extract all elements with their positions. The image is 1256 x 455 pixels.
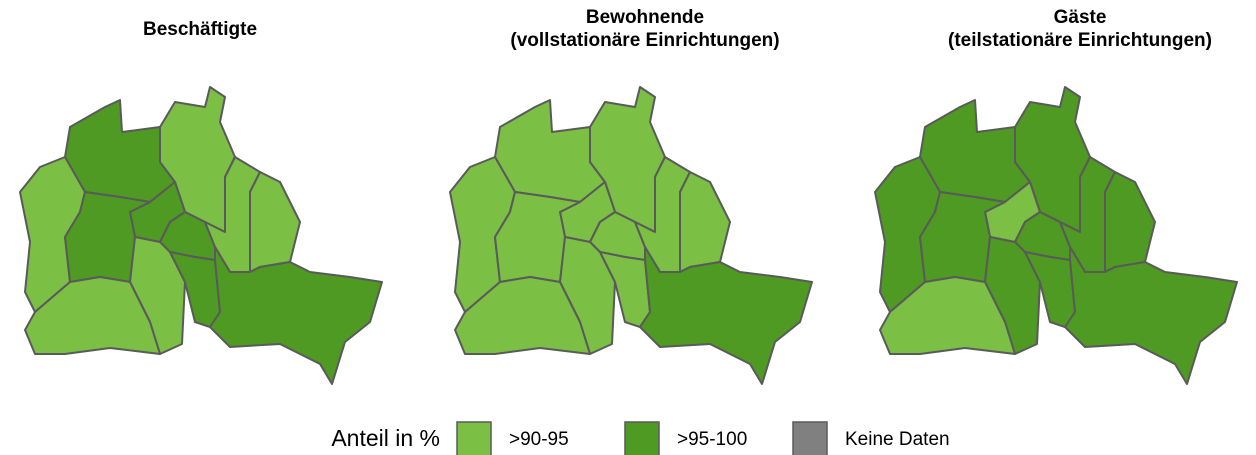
district bbox=[209, 246, 383, 385]
district bbox=[249, 171, 301, 273]
district bbox=[679, 171, 731, 273]
panel-title: Beschäftigte bbox=[143, 19, 257, 40]
legend-label: >95-100 bbox=[677, 429, 747, 450]
legend-label: >90-95 bbox=[509, 429, 569, 450]
district bbox=[639, 246, 813, 385]
panel-subtitle: (teilstationäre Einrichtungen) bbox=[948, 30, 1212, 51]
district bbox=[1064, 246, 1238, 385]
district bbox=[24, 276, 161, 355]
panel-subtitle: (vollstationäre Einrichtungen) bbox=[510, 30, 779, 51]
legend-swatch bbox=[792, 421, 828, 455]
panel-title: Bewohnende bbox=[586, 7, 704, 28]
district bbox=[454, 276, 591, 355]
legend-swatch bbox=[624, 421, 660, 455]
legend-swatch bbox=[456, 421, 492, 455]
district bbox=[1104, 171, 1156, 273]
legend-label: Keine Daten bbox=[845, 429, 950, 450]
panel-title: Gäste bbox=[1054, 7, 1107, 28]
legend-title: Anteil in % bbox=[331, 425, 440, 451]
district bbox=[879, 276, 1016, 355]
